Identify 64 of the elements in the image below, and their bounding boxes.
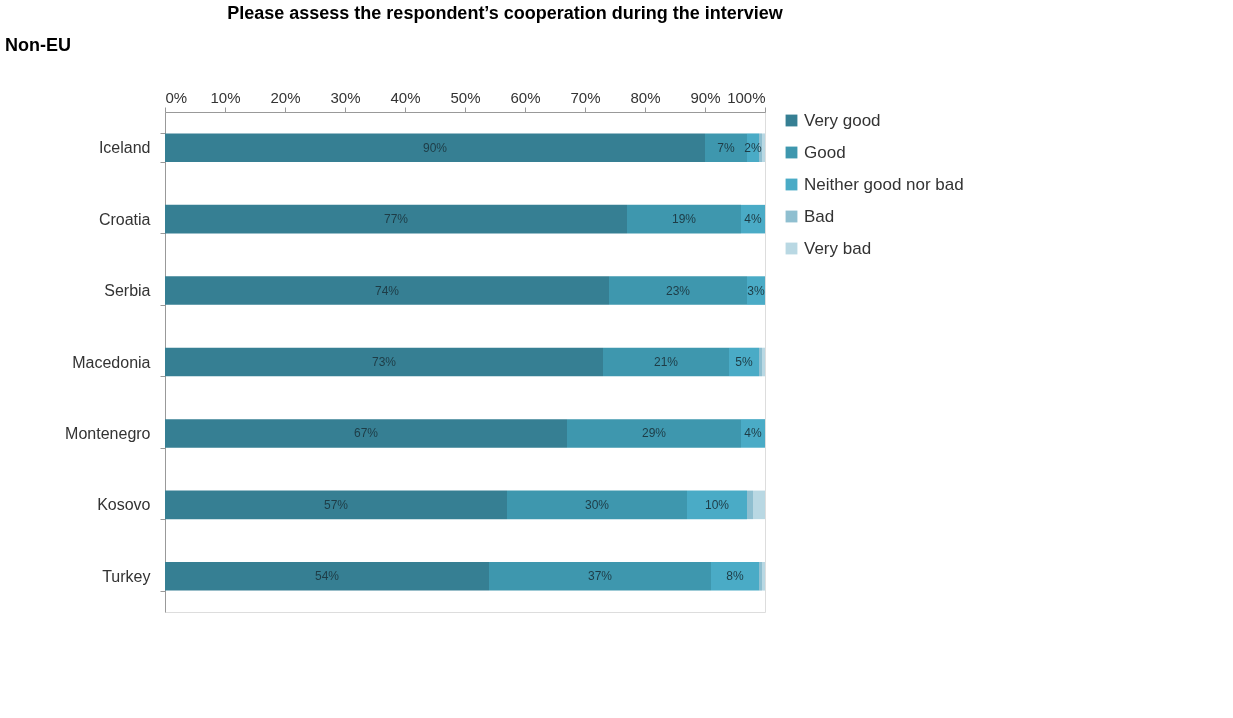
y-tick-label: Croatia [98, 210, 151, 228]
data-label: 30% [584, 497, 610, 512]
legend-label: Good [804, 142, 846, 162]
bar [165, 347, 603, 377]
bar [705, 133, 747, 162]
x-tick-label: 50% [450, 88, 481, 106]
y-tick-label: Montenegro [65, 424, 151, 442]
data-label: 29% [641, 426, 667, 441]
bar [165, 133, 705, 162]
data-label: 77% [383, 212, 409, 227]
data-label: 5% [735, 355, 753, 369]
bar [627, 204, 741, 234]
bar [753, 490, 765, 520]
x-tick-label: 90% [690, 88, 721, 106]
bar [507, 490, 687, 520]
legend-label: Bad [804, 206, 835, 226]
x-tick-label: 10% [210, 88, 241, 106]
x-tick-label: 20% [270, 88, 301, 106]
text: Non-EU [5, 35, 71, 55]
legend-label: Very bad [804, 238, 872, 258]
data-label: 2% [744, 140, 762, 155]
data-label: 21% [653, 355, 679, 369]
data-label: 67% [353, 426, 379, 441]
data-label: 37% [587, 569, 613, 584]
data-label: 4% [744, 212, 762, 227]
bar [165, 490, 507, 520]
x-tick-label: 70% [570, 88, 601, 106]
data-label: 19% [671, 212, 697, 227]
bar [165, 419, 567, 448]
data-label: 90% [422, 140, 448, 155]
bar [603, 347, 729, 377]
y-tick-label: Macedonia [72, 353, 151, 371]
bar [747, 490, 753, 520]
data-label: 8% [726, 569, 744, 584]
legend-label: Neither good nor bad [804, 174, 964, 194]
data-label: 73% [371, 355, 397, 369]
data-label: 4% [744, 426, 762, 441]
bar [165, 204, 627, 234]
x-tick-label: 30% [330, 88, 361, 106]
bar [165, 276, 609, 305]
bar [489, 562, 711, 591]
bar [609, 276, 747, 305]
data-label: 10% [704, 497, 730, 512]
y-tick-label: Turkey [102, 567, 151, 585]
bar [567, 419, 741, 448]
y-tick-label: Iceland [98, 139, 151, 157]
legend-label: Very good [804, 110, 881, 130]
y-tick-label: Kosovo [97, 496, 151, 514]
x-tick-label: 80% [630, 88, 661, 106]
bar [687, 490, 747, 520]
x-tick-label: 40% [390, 88, 421, 106]
data-label: 54% [314, 569, 340, 584]
chart-title: Please assess the respondent’s cooperation during the interview [227, 3, 784, 23]
bar [165, 562, 489, 591]
data-label: 23% [665, 283, 691, 298]
x-tick-label: 0% [165, 88, 188, 106]
y-tick-label: Serbia [104, 282, 151, 300]
bar [711, 562, 759, 591]
x-tick-label: 60% [510, 88, 541, 106]
data-label: 74% [374, 283, 400, 298]
x-tick-label: 100% [727, 88, 766, 106]
data-label: 57% [323, 497, 349, 512]
data-label: 3% [747, 283, 765, 298]
data-label: 7% [717, 140, 735, 155]
